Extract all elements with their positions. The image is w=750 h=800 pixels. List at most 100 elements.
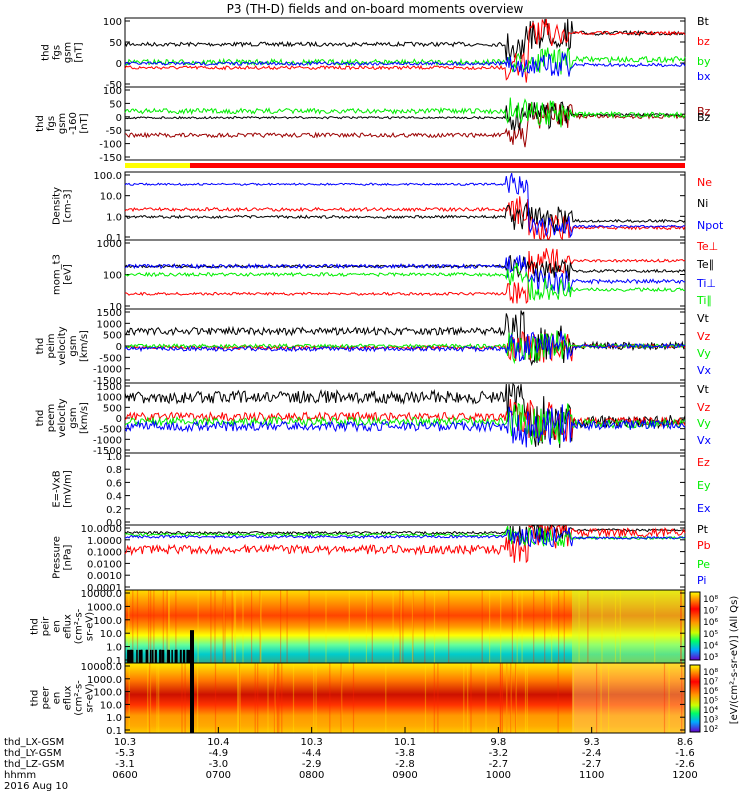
- y-axis-label: peir: [41, 616, 52, 636]
- x-tick-label: -1.6: [675, 748, 695, 759]
- y-tick-label: 1500: [97, 382, 122, 393]
- heatmap-streak: [506, 663, 508, 733]
- heatmap-streak: [166, 590, 168, 663]
- mode-bar-fast: [190, 163, 685, 168]
- legend-vt: Vt: [697, 383, 710, 396]
- heatmap-streak: [596, 663, 598, 733]
- y-axis-label: Pressure: [52, 536, 63, 579]
- date-label: 2016 Aug 10: [4, 781, 68, 792]
- heatmap-streak: [233, 590, 236, 663]
- legend-ey: Ey: [697, 479, 711, 492]
- legend-bz: Bz: [697, 111, 711, 124]
- series-line-7-2: [124, 525, 686, 547]
- heatmap-streak: [481, 590, 483, 663]
- y-axis-label: thd: [30, 618, 41, 635]
- heatmap-streak: [148, 590, 150, 663]
- heatmap-streak: [402, 590, 404, 663]
- heatmap-streak: [224, 590, 226, 663]
- series-line-4-1: [124, 330, 686, 363]
- heatmap-streak: [681, 663, 683, 733]
- y-axis-label: Density: [52, 187, 63, 225]
- colorbar-tick-label: 10⁴: [703, 641, 718, 651]
- y-axis-label: [nPa]: [63, 544, 74, 570]
- heatmap-streak: [313, 663, 315, 733]
- y-tick-label: 1000: [97, 393, 122, 404]
- series-line-3-1: [124, 255, 686, 283]
- heatmap-streak: [251, 590, 253, 663]
- heatmap-streak: [521, 590, 523, 663]
- legend-te∥: Te∥: [696, 258, 714, 271]
- heatmap-streak: [128, 590, 130, 663]
- heatmap-gap: [127, 649, 130, 663]
- legend-ez: Ez: [697, 456, 710, 469]
- y-axis-label: [cm-3]: [63, 189, 74, 222]
- x-tick-label: 9.3: [584, 737, 600, 748]
- heatmap-streak: [136, 590, 139, 663]
- series-line-1-2: [124, 97, 686, 128]
- heatmap-streak: [619, 590, 621, 663]
- x-tick-label: -3.8: [395, 748, 415, 759]
- y-axis-label: peer: [41, 686, 52, 710]
- heatmap-streak: [663, 663, 666, 733]
- heatmap-streak: [400, 590, 402, 663]
- heatmap-streak: [510, 663, 512, 733]
- series-line-5-3: [124, 404, 686, 448]
- x-tick-label: -3.1: [115, 759, 135, 770]
- y-axis-label: fgs: [46, 116, 57, 131]
- x-tick-label: 10.3: [301, 737, 323, 748]
- legend-vz: Vz: [697, 401, 711, 414]
- y-axis-label: gsm: [68, 335, 79, 356]
- heatmap-gap: [150, 649, 152, 663]
- x-tick-label: -3.2: [489, 748, 509, 759]
- heatmap-streak: [239, 663, 241, 733]
- y-axis-label: eflux: [63, 686, 74, 711]
- y-tick-label: 0.6: [106, 478, 122, 489]
- y-axis-label: velocity: [57, 398, 68, 437]
- y-tick-label: 100: [103, 86, 122, 97]
- heatmap-streak: [278, 663, 280, 733]
- colorbar-tick-label: 10⁸: [703, 668, 718, 678]
- heatmap-streak: [329, 663, 331, 733]
- heatmap-streak: [489, 590, 491, 663]
- x-tick-label: 0700: [206, 770, 231, 781]
- heatmap-streak: [558, 590, 560, 663]
- heatmap-streak: [608, 663, 610, 733]
- x-tick-label: -2.8: [395, 759, 415, 770]
- legend-vx: Vx: [697, 364, 712, 377]
- heatmap-gap: [182, 649, 185, 663]
- y-tick-label: 1.0000: [87, 536, 122, 547]
- heatmap-streak: [128, 663, 130, 733]
- heatmap-gap: [151, 649, 154, 663]
- y-tick-label: 1000: [97, 239, 122, 250]
- heatmap-streak: [524, 663, 527, 733]
- heatmap-streak: [557, 663, 559, 733]
- heatmap-gap: [131, 649, 134, 663]
- heatmap-gap: [136, 649, 138, 663]
- y-axis-label: eflux: [63, 614, 74, 639]
- legend-ni: Ni: [697, 197, 708, 210]
- y-tick-label: 0.0100: [87, 559, 122, 570]
- series-line-5-1: [124, 399, 686, 442]
- heatmap-streak: [237, 663, 239, 733]
- heatmap-quiet-region: [572, 663, 685, 733]
- heatmap-streak: [292, 663, 295, 733]
- y-tick-label: 1.0: [106, 643, 122, 654]
- heatmap-gap: [183, 649, 186, 663]
- heatmap-gap: [171, 649, 173, 663]
- heatmap-streak: [197, 590, 199, 663]
- colorbar-tick-label: 10⁵: [703, 630, 718, 640]
- legend-npot: Npot: [697, 219, 724, 232]
- heatmap-streak: [340, 663, 342, 733]
- y-tick-label: 0.0001: [87, 583, 122, 594]
- series-line-7-3: [125, 527, 686, 548]
- x-tick-label: 9.8: [490, 737, 506, 748]
- heatmap-gap: [139, 649, 142, 663]
- heatmap-streak: [153, 590, 155, 663]
- x-row-label: hhmm: [4, 770, 36, 781]
- y-tick-label: 100: [103, 271, 122, 282]
- heatmap-streak: [500, 590, 502, 663]
- y-tick-label: 0: [116, 414, 122, 425]
- mode-bar-slow: [125, 163, 190, 168]
- series-line-0-0: [124, 18, 686, 61]
- heatmap-streak: [162, 590, 164, 663]
